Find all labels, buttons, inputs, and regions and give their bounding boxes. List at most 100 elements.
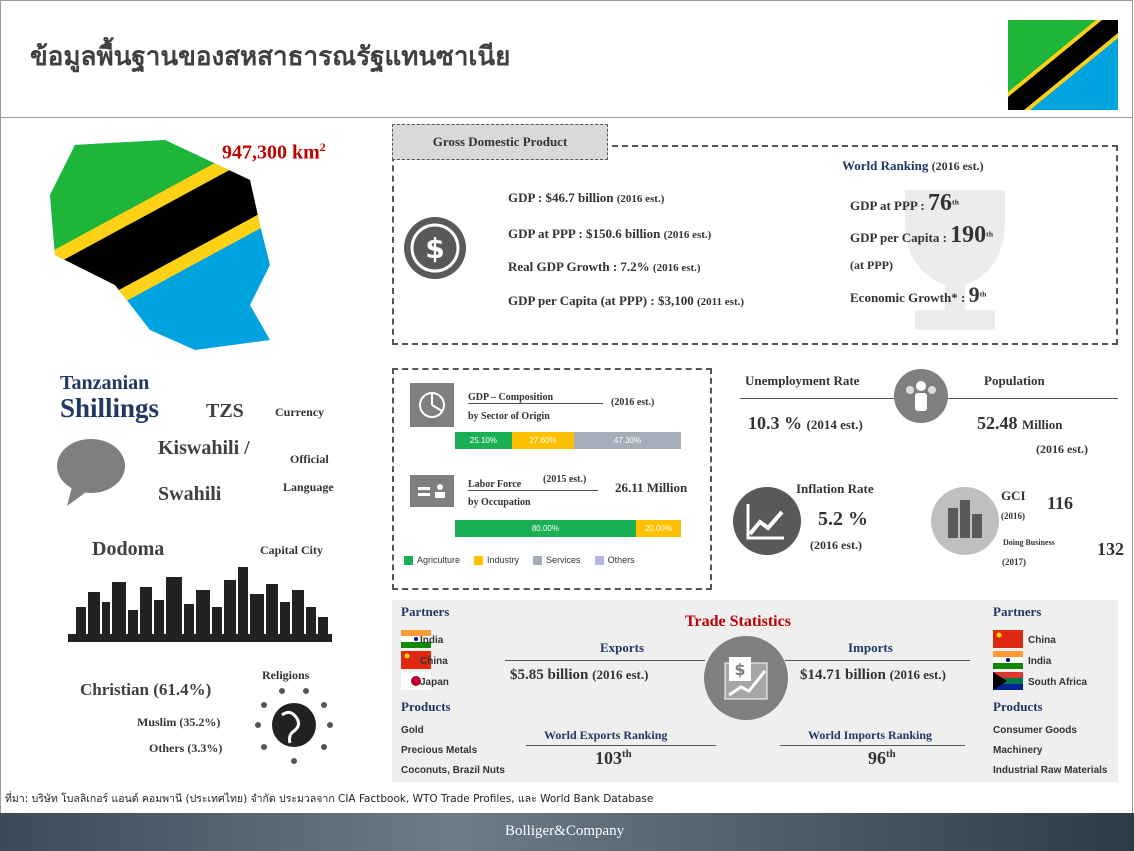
- rank-suffix: th: [986, 229, 994, 239]
- trade-value-note: (2016 est.): [592, 667, 649, 682]
- composition-title: GDP – Composition: [468, 392, 603, 404]
- bar-segment: 25.10%: [455, 432, 512, 449]
- religion-item: Others (3.3%): [149, 741, 223, 755]
- svg-text:$: $: [734, 660, 745, 679]
- rank-value: 9: [968, 282, 980, 307]
- map: [50, 140, 270, 350]
- gdp-title: Gross Domestic Product: [392, 124, 608, 160]
- capital-label: Capital City: [260, 543, 323, 557]
- area-value: 947,300 km: [222, 141, 320, 164]
- labor-title: Labor Force: [468, 479, 598, 491]
- gdp-line: GDP per Capita (at PPP) : $3,100 (2011 e…: [508, 293, 744, 309]
- bar-segment: 80.00%: [455, 520, 636, 537]
- flag-icon: [401, 630, 431, 652]
- trophy-bg: [905, 190, 1005, 330]
- legend-swatch: [533, 555, 543, 565]
- gci-note: (2016): [1001, 511, 1025, 521]
- rank-label: Economic Growth* :: [850, 290, 966, 305]
- id-icon: [410, 475, 454, 507]
- religion-item: Christian (61.4%): [80, 680, 212, 699]
- religions-title: Religions: [262, 668, 310, 682]
- flag: [1008, 20, 1118, 110]
- ranking-title-text: World Ranking: [842, 158, 929, 173]
- trade-icon: $: [704, 636, 788, 720]
- footer-brand: Bolliger&Company: [505, 823, 625, 839]
- population-unit: Million: [1022, 417, 1063, 432]
- population-value: 52.48: [977, 413, 1018, 433]
- pie-icon: [410, 383, 454, 427]
- trade-rank-value: 103: [595, 748, 622, 768]
- gdp-line: Real GDP Growth : 7.2% (2016 est.): [508, 259, 701, 275]
- currency-label: Currency: [275, 405, 325, 419]
- trade-value-text: $14.71 billion: [800, 667, 886, 683]
- rank-label: GDP at PPP :: [850, 198, 925, 213]
- bar-segment: 47.30%: [574, 432, 681, 449]
- partner: India: [420, 635, 444, 646]
- trade-rank: 103th: [595, 748, 632, 769]
- area: 947,300 km2: [222, 140, 326, 165]
- svg-text:$: $: [425, 232, 444, 265]
- population: 52.48 Million: [977, 413, 1062, 434]
- trade-value-text: $5.85 billion: [510, 667, 589, 683]
- rank-label: GDP per Capita :: [850, 230, 947, 245]
- rank-row: GDP at PPP : 76th: [850, 190, 959, 217]
- gdp-line-label: GDP : $46.7 billion: [508, 190, 614, 205]
- skyline: [68, 567, 332, 642]
- body-frame: [0, 118, 1133, 813]
- legend-item: Industry: [474, 555, 519, 565]
- divider: [505, 660, 705, 661]
- trade-value-note: (2016 est.): [889, 667, 946, 682]
- labor-total: 26.11 Million: [615, 480, 688, 495]
- rank-value: 190: [950, 222, 987, 248]
- people-icon: [894, 369, 948, 423]
- product: Coconuts, Brazil Nuts: [401, 765, 505, 776]
- legend-label: Industry: [487, 555, 520, 565]
- trade-side-title: Imports: [848, 640, 893, 655]
- product: Precious Metals: [401, 745, 478, 756]
- partners-title: Partners: [401, 604, 450, 619]
- gdp-line: GDP at PPP : $150.6 billion (2016 est.): [508, 226, 711, 242]
- divider: [785, 660, 970, 661]
- currency-line2: Shillings: [60, 393, 160, 423]
- divider: [526, 745, 716, 746]
- legend-item: Services: [533, 555, 581, 565]
- composition-subtitle: by Sector of Origin: [468, 411, 550, 422]
- inflation-value: 5.2 %: [818, 508, 868, 530]
- product: Consumer Goods: [993, 725, 1077, 736]
- unemployment: 10.3 % (2014 est.): [748, 413, 863, 434]
- gdp-line-note: (2016 est.): [663, 229, 712, 241]
- trade-value: $14.71 billion (2016 est.): [800, 667, 946, 684]
- legend-item: Agriculture: [404, 555, 460, 565]
- rank-value: 76: [928, 190, 952, 216]
- area-sup: 2: [319, 140, 326, 154]
- products-title: Products: [993, 699, 1043, 714]
- legend-label: Agriculture: [417, 555, 461, 565]
- legend: Agriculture Industry Services Others: [404, 555, 635, 565]
- gdp-line-note: (2016 est.): [652, 262, 701, 274]
- trade-rank-suffix: th: [622, 748, 632, 760]
- partner: India: [1028, 656, 1052, 667]
- gdp-line-label: GDP at PPP : $150.6 billion: [508, 226, 661, 241]
- unemployment-title: Unemployment Rate: [745, 373, 860, 388]
- business-value: 132: [1097, 539, 1124, 559]
- legend-swatch: [474, 555, 484, 565]
- flag-icon: [401, 651, 431, 673]
- inflation-title: Inflation Rate: [796, 481, 874, 496]
- partner: South Africa: [1028, 677, 1088, 688]
- ranking-note: (2016 est.): [931, 159, 984, 173]
- trade-title: Trade Statistics: [685, 613, 791, 630]
- religion-item: Muslim (35.2%): [137, 715, 221, 729]
- footer: [0, 813, 1134, 851]
- trade-rank-value: 96: [868, 748, 886, 768]
- gci-icon: [931, 487, 999, 555]
- rank-row: Economic Growth* : 9th: [850, 282, 987, 308]
- religion-globe: [255, 688, 333, 764]
- flag-icon: [993, 672, 1023, 694]
- rank-suffix: th: [952, 197, 959, 207]
- header-frame: [0, 0, 1133, 118]
- gdp-line-label: GDP per Capita (at PPP) : $3,100: [508, 293, 694, 308]
- language-line2: Swahili: [158, 483, 222, 505]
- partner: Japan: [420, 677, 449, 688]
- partners-title: Partners: [993, 604, 1042, 619]
